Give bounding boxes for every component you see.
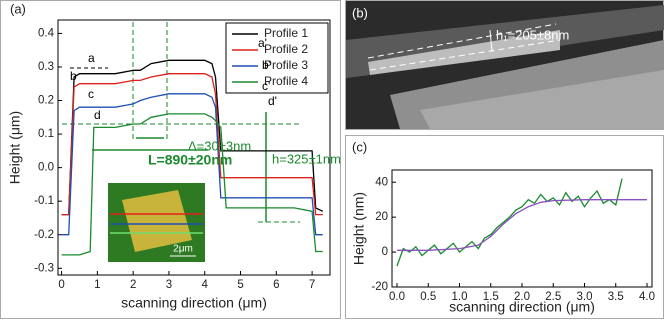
annotation: c bbox=[88, 87, 94, 101]
panel-label: (c) bbox=[352, 139, 367, 154]
x-tick-label: 3.0 bbox=[577, 291, 593, 303]
y-tick-label: -0.2 bbox=[34, 229, 54, 241]
plot-frame bbox=[57, 19, 331, 276]
y-tick-label: 0.1 bbox=[38, 128, 54, 140]
y-tick-label: 0.3 bbox=[38, 61, 54, 73]
x-tick-label: 1 bbox=[94, 279, 100, 291]
y-tick-label: -20 bbox=[371, 281, 388, 293]
y-tick-label: 0.2 bbox=[38, 95, 54, 107]
annotation: b bbox=[70, 69, 77, 83]
x-tick-label: 0.5 bbox=[420, 291, 436, 303]
x-tick-label: 5 bbox=[237, 279, 243, 291]
scale-label: 2μm bbox=[173, 244, 193, 255]
x-tick-label: 0 bbox=[58, 279, 64, 291]
x-tick-label: 3.5 bbox=[608, 291, 624, 303]
y-axis-label: Height (nm) bbox=[351, 192, 367, 265]
plot-frame bbox=[391, 169, 653, 288]
annotation: a' bbox=[258, 36, 267, 50]
legend-label: Profile 4 bbox=[264, 74, 308, 88]
inset-image bbox=[108, 183, 205, 262]
x-axis-label: scanning direction (μm) bbox=[121, 295, 267, 311]
x-tick-label: 7 bbox=[309, 279, 315, 291]
data-line bbox=[396, 178, 623, 267]
data-line bbox=[61, 73, 323, 216]
x-axis-label: scanning direction (μm) bbox=[449, 299, 595, 315]
x-tick-label: 0.0 bbox=[389, 291, 405, 303]
data-line bbox=[397, 199, 647, 251]
y-tick-label: 0.0 bbox=[38, 162, 54, 174]
annotation: b' bbox=[262, 58, 271, 72]
x-tick-label: 2.5 bbox=[545, 291, 561, 303]
x-tick-label: 2 bbox=[130, 279, 136, 291]
data-line bbox=[61, 113, 323, 256]
x-tick-label: 1.0 bbox=[452, 291, 468, 303]
y-axis-label: Height (μm) bbox=[7, 111, 23, 184]
panel-frame bbox=[0, 0, 341, 319]
annotation: h=325±1nm bbox=[272, 151, 341, 166]
y-tick-label: 40 bbox=[375, 176, 388, 188]
data-line bbox=[61, 93, 323, 236]
x-tick-label: 6 bbox=[273, 279, 279, 291]
y-tick-label: 0.4 bbox=[38, 27, 55, 39]
panel-label: (b) bbox=[352, 5, 368, 20]
x-tick-label: 3 bbox=[166, 279, 172, 291]
annotation: a bbox=[88, 51, 95, 65]
y-tick-label: 0 bbox=[382, 246, 388, 258]
annotation: h₁=205±8nm bbox=[496, 27, 569, 42]
annotation: d' bbox=[268, 94, 277, 108]
legend-label: Profile 3 bbox=[264, 58, 308, 72]
y-tick-label: -0.3 bbox=[34, 262, 54, 274]
legend-label: Profile 2 bbox=[264, 42, 308, 56]
data-line bbox=[61, 59, 324, 216]
x-tick-label: 4 bbox=[202, 279, 209, 291]
annotation: L=890±20nm bbox=[148, 152, 232, 168]
annotation: d bbox=[94, 108, 101, 122]
x-tick-label: 4.0 bbox=[639, 291, 655, 303]
y-tick-label: 20 bbox=[375, 211, 388, 223]
annotation: c' bbox=[262, 79, 270, 93]
x-tick-label: 1.5 bbox=[483, 291, 499, 303]
panel-label: (a) bbox=[10, 1, 26, 16]
y-tick-label: -0.1 bbox=[34, 195, 54, 207]
annotation: Δ=30±3nm bbox=[188, 138, 251, 153]
sem-image bbox=[346, 1, 664, 129]
legend-label: Profile 1 bbox=[264, 26, 308, 40]
x-tick-label: 2.0 bbox=[514, 291, 530, 303]
